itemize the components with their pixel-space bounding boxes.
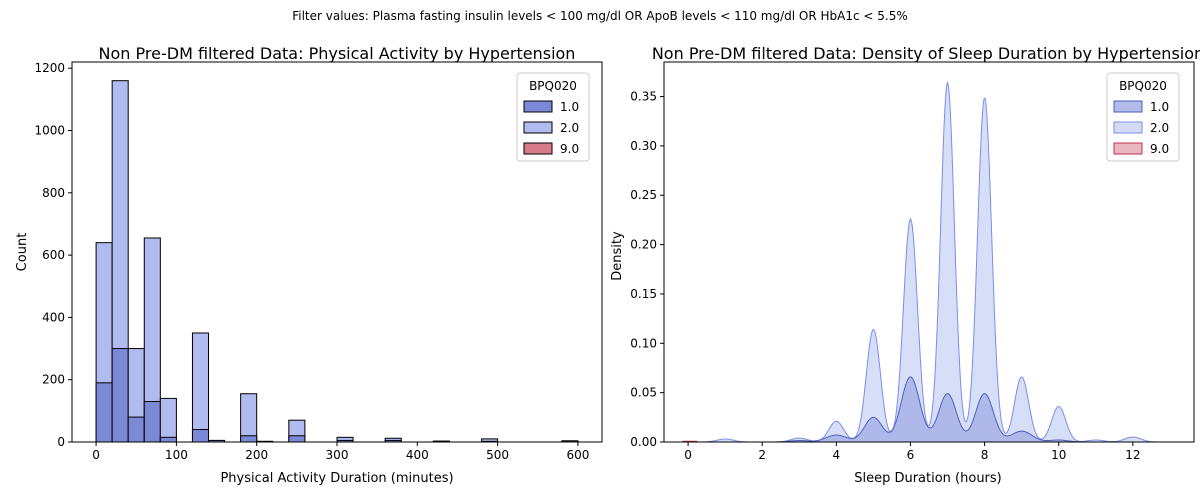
histogram-bar-1 bbox=[288, 435, 306, 443]
density-y-ticks: 0.00 0.05 0.10 0.15 0.20 0.25 0.30 0.35 bbox=[630, 90, 664, 449]
density-chart: Non Pre-DM filtered Data: Density of Sle… bbox=[610, 44, 1200, 486]
density-area-1 bbox=[684, 376, 1170, 443]
density-y-tick-label: 0.35 bbox=[630, 90, 657, 104]
density-x-ticks: 0 2 4 6 8 10 12 bbox=[684, 442, 1140, 462]
histogram-x-tick-label: 300 bbox=[326, 448, 349, 462]
histogram-bar-1 bbox=[191, 429, 210, 443]
density-y-tick-label: 0.30 bbox=[630, 139, 657, 153]
histogram-legend-swatch bbox=[523, 121, 553, 134]
histogram-x-tick-label: 600 bbox=[566, 448, 589, 462]
histogram-legend-swatch bbox=[523, 142, 553, 155]
density-legend: BPQ020 1.0 2.0 9.0 bbox=[1106, 72, 1180, 162]
figure-suptitle: Filter values: Plasma fasting insulin le… bbox=[292, 9, 908, 23]
histogram-y-tick-label: 200 bbox=[42, 373, 65, 387]
density-x-tick-label: 10 bbox=[1051, 448, 1066, 462]
density-title: Non Pre-DM filtered Data: Density of Sle… bbox=[652, 44, 1200, 63]
histogram-x-label: Physical Activity Duration (minutes) bbox=[220, 471, 453, 486]
histogram-y-tick-label: 1200 bbox=[34, 61, 65, 75]
histogram-bar-1 bbox=[111, 348, 129, 443]
density-x-tick-label: 8 bbox=[981, 448, 989, 462]
density-y-tick-label: 0.10 bbox=[630, 336, 657, 350]
density-x-tick-label: 6 bbox=[907, 448, 915, 462]
histogram-y-tick-label: 0 bbox=[57, 435, 65, 449]
histogram-bar-2 bbox=[191, 332, 210, 443]
histogram-legend-label: 2.0 bbox=[560, 121, 579, 135]
histogram-legend-box bbox=[516, 72, 590, 162]
density-y-tick-label: 0.15 bbox=[630, 287, 657, 301]
density-legend-title: BPQ020 bbox=[1119, 79, 1167, 93]
histogram-y-tick-label: 800 bbox=[42, 186, 65, 200]
histogram-bar-2 bbox=[159, 397, 177, 443]
density-x-label: Sleep Duration (hours) bbox=[854, 471, 1002, 486]
density-legend-box bbox=[1106, 72, 1180, 162]
density-x-tick-label: 2 bbox=[758, 448, 766, 462]
density-area-2 bbox=[684, 81, 1170, 443]
histogram-bar-2 bbox=[240, 393, 258, 443]
density-x-tick-label: 12 bbox=[1125, 448, 1140, 462]
histogram-bars bbox=[95, 80, 579, 443]
histogram-y-tick-label: 1000 bbox=[34, 124, 65, 138]
histogram-bar-1 bbox=[159, 436, 177, 443]
histogram-bar-1 bbox=[127, 416, 145, 443]
density-y-tick-label: 0.25 bbox=[630, 188, 657, 202]
histogram-legend-title: BPQ020 bbox=[529, 79, 577, 93]
density-legend-swatch bbox=[1113, 100, 1143, 113]
density-legend-label: 1.0 bbox=[1150, 100, 1169, 114]
histogram-y-tick-label: 600 bbox=[42, 248, 65, 262]
histogram-bar-1 bbox=[95, 382, 113, 443]
density-x-tick-label: 0 bbox=[684, 448, 692, 462]
histogram-legend: BPQ020 1.0 2.0 9.0 bbox=[516, 72, 590, 162]
histogram-y-label: Count bbox=[15, 233, 30, 272]
histogram-x-tick-label: 200 bbox=[245, 448, 268, 462]
histogram-y-ticks: 0 200 400 600 800 1000 1200 bbox=[34, 61, 72, 449]
density-legend-label: 9.0 bbox=[1150, 142, 1169, 156]
histogram-x-tick-label: 500 bbox=[486, 448, 509, 462]
histogram-x-tick-label: 0 bbox=[92, 448, 100, 462]
histogram-y-tick-label: 400 bbox=[42, 310, 65, 324]
histogram-legend-label: 9.0 bbox=[560, 142, 579, 156]
histogram-title: Non Pre-DM filtered Data: Physical Activ… bbox=[99, 44, 576, 63]
density-y-label: Density bbox=[610, 231, 625, 281]
density-y-tick-label: 0.05 bbox=[630, 386, 657, 400]
density-legend-swatch bbox=[1113, 121, 1143, 134]
histogram-x-ticks: 0 100 200 300 400 500 600 bbox=[92, 442, 589, 462]
density-x-tick-label: 4 bbox=[833, 448, 841, 462]
density-y-tick-label: 0.20 bbox=[630, 238, 657, 252]
histogram-legend-swatch bbox=[523, 100, 553, 113]
histogram-bar-1 bbox=[240, 435, 258, 443]
density-areas bbox=[682, 81, 1170, 443]
histogram-legend-label: 1.0 bbox=[560, 100, 579, 114]
histogram-chart: Non Pre-DM filtered Data: Physical Activ… bbox=[15, 44, 603, 486]
density-y-tick-label: 0.00 bbox=[630, 435, 657, 449]
density-legend-label: 2.0 bbox=[1150, 121, 1169, 135]
density-legend-swatch bbox=[1113, 142, 1143, 155]
histogram-bar-1 bbox=[143, 401, 161, 443]
histogram-x-tick-label: 400 bbox=[406, 448, 429, 462]
histogram-x-tick-label: 100 bbox=[165, 448, 188, 462]
density-axes-frame bbox=[663, 61, 1195, 443]
